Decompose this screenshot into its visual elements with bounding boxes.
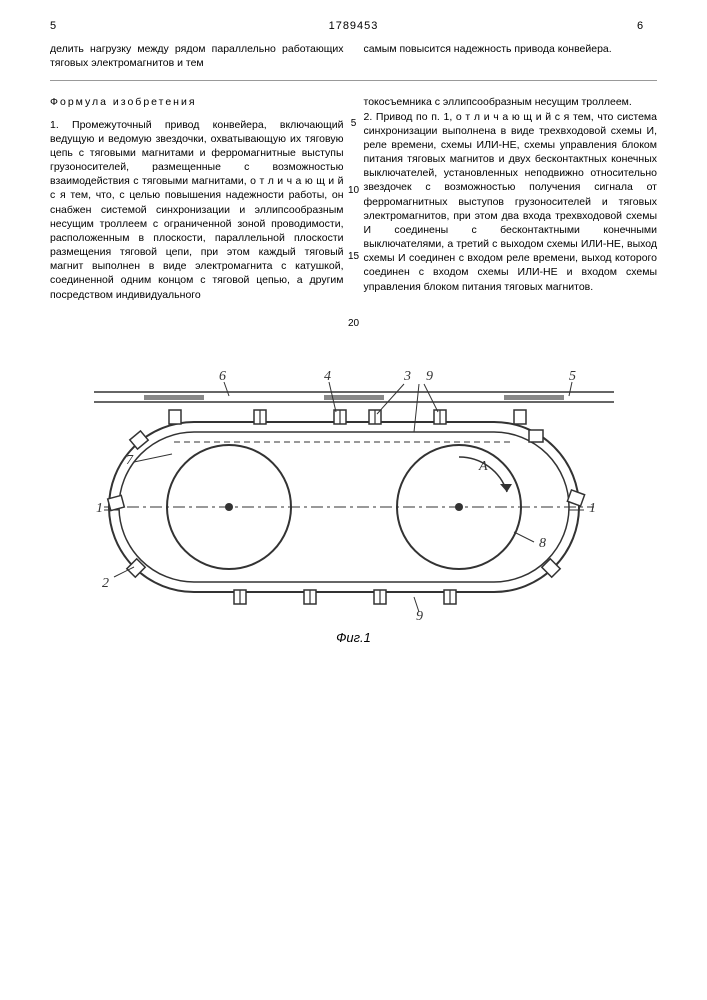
fig-label-4: 4 (324, 369, 331, 384)
line-num: 5 (344, 117, 364, 131)
line-num: 10 (344, 184, 364, 198)
divider-line (50, 80, 657, 81)
fig-label-9b: 9 (416, 609, 423, 622)
page-num-left: 5 (50, 20, 70, 32)
fig-label-1r: 1 (589, 501, 596, 516)
line-num: 15 (344, 250, 364, 264)
page-num-right: 6 (637, 20, 657, 32)
claims-left-text: 1. Промежуточный привод конвейера, включ… (50, 118, 344, 302)
fig-label-6: 6 (219, 369, 226, 384)
figure-svg: 6 4 3 9 5 7 1 1 2 8 9 А (74, 362, 634, 622)
line-num: 20 (344, 317, 364, 331)
fig-label-9: 9 (426, 369, 433, 384)
claims-left-column: Формула изобретения 1. Промежуточный при… (50, 95, 344, 301)
fig-label-7: 7 (126, 453, 134, 468)
fig-label-1l: 1 (96, 501, 103, 516)
fig-label-5: 5 (569, 369, 576, 384)
fig-label-3: 3 (403, 369, 411, 384)
fig-label-A: А (478, 459, 488, 474)
top-paragraph-columns: делить нагрузку между рядом параллельно … (50, 42, 657, 70)
fig-label-2: 2 (102, 576, 109, 591)
claims-right-text: токосъемника с эллипсообразным несущим т… (364, 95, 658, 293)
fig-label-8: 8 (539, 536, 546, 551)
top-text-left: делить нагрузку между рядом параллельно … (50, 42, 344, 70)
line-number-gutter: 5 10 15 20 (344, 117, 364, 383)
document-number: 1789453 (70, 20, 637, 32)
claims-heading: Формула изобретения (50, 95, 344, 109)
figure-1: 6 4 3 9 5 7 1 1 2 8 9 А Фиг.1 (50, 362, 657, 645)
claims-right-column: токосъемника с эллипсообразным несущим т… (364, 95, 658, 301)
page-header: 5 1789453 6 (50, 20, 657, 32)
claims-section: 5 10 15 20 Формула изобретения 1. Промеж… (50, 95, 657, 301)
top-text-right: самым повысится надежность привода конве… (364, 42, 658, 70)
figure-caption: Фиг.1 (50, 630, 657, 645)
